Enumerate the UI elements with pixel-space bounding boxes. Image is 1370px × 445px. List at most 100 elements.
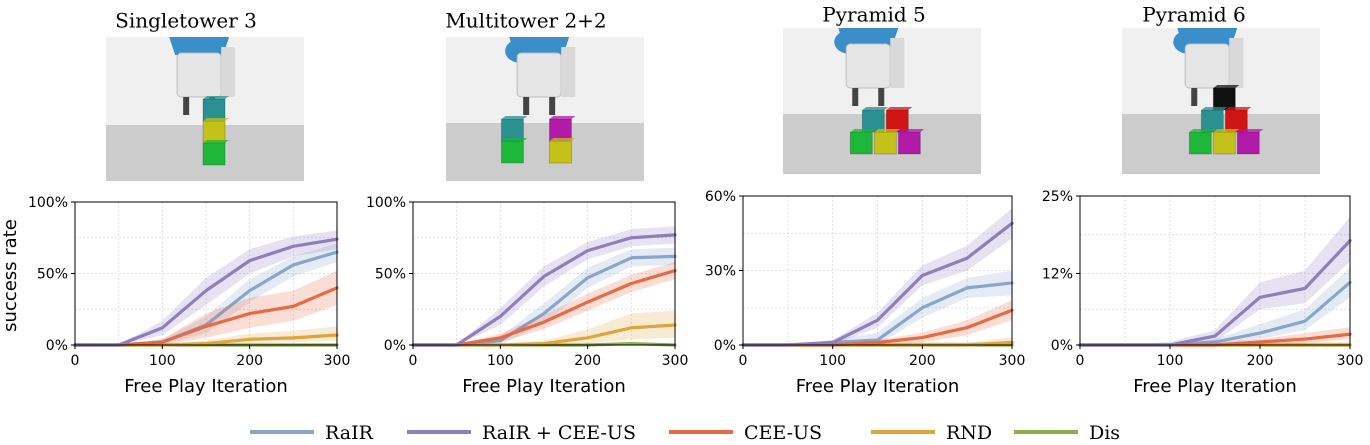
plot-frame	[1079, 195, 1351, 346]
block	[501, 116, 528, 142]
chart-title: Singletower 3	[115, 9, 257, 33]
block-face	[1212, 87, 1236, 111]
block	[849, 129, 877, 155]
block	[202, 140, 230, 166]
x-tick-label: 0	[409, 353, 418, 369]
block-face	[885, 109, 909, 133]
block-face	[1236, 131, 1260, 155]
robot-gripper	[834, 28, 905, 106]
block	[885, 107, 913, 133]
block	[861, 107, 889, 133]
band-rnd	[743, 337, 1012, 345]
block	[873, 129, 901, 155]
legend-label-dis: Dis	[1089, 422, 1120, 441]
chart-panel-4: Pyramid 6 0 100 200 300 0% 12% 25% Free Play Ite…	[1042, 3, 1363, 398]
y-tick-label: 25%	[1042, 189, 1073, 205]
y-tick-label: 12%	[1042, 266, 1073, 282]
legend-label-rair: RaIR	[325, 422, 374, 441]
scene-illustration	[446, 37, 644, 181]
block-face	[202, 142, 226, 166]
robot-finger-right	[878, 88, 885, 106]
block	[549, 116, 576, 142]
block-top	[203, 96, 230, 99]
block-face	[501, 118, 524, 142]
x-axis-label: Free Play Iteration	[124, 376, 288, 397]
y-tick-label: 100%	[366, 195, 406, 211]
y-tick-label: 30%	[705, 264, 736, 280]
x-tick-label: 0	[1076, 353, 1085, 369]
chart-title: Pyramid 6	[1142, 3, 1246, 27]
block-top	[549, 116, 576, 119]
block-top	[501, 116, 528, 119]
block	[1212, 129, 1240, 155]
block-face	[897, 131, 921, 155]
block-face	[849, 131, 873, 155]
band-rnd	[75, 326, 337, 345]
legend-label-rair-cee-us: RaIR + CEE-US	[482, 422, 636, 441]
x-tick-label: 100	[819, 353, 846, 369]
scene-table	[446, 123, 644, 181]
legend: RaIR RaIR + CEE-US CEE-US RND Dis	[250, 422, 1120, 444]
scene-illustration	[106, 37, 304, 181]
robot-side	[890, 38, 905, 88]
block	[549, 138, 576, 164]
block-top	[1189, 129, 1216, 132]
band-rair-cee-us	[1080, 216, 1350, 345]
band-rair-cee-us	[413, 226, 675, 345]
block-face	[202, 120, 226, 144]
block-face	[549, 118, 572, 142]
block-face	[1212, 131, 1236, 155]
robot-gripper	[505, 37, 576, 115]
x-axis-label: Free Play Iteration	[796, 376, 960, 397]
block	[202, 118, 230, 144]
y-tick-label: 100%	[28, 195, 68, 211]
robot-finger-left	[852, 88, 859, 106]
band-rnd	[413, 310, 675, 345]
block-top	[549, 138, 576, 141]
block-top	[1201, 107, 1228, 110]
block	[897, 129, 925, 155]
x-tick-label: 300	[662, 353, 689, 369]
x-tick-label: 0	[71, 353, 80, 369]
chart-panel-1: Singletower 3 0 100 200 300 0% 50% 100% Free Pla…	[0, 9, 350, 398]
x-tick-label: 100	[149, 353, 176, 369]
band-rair	[75, 243, 337, 345]
block-top	[850, 129, 877, 132]
block-top	[1237, 129, 1264, 132]
block-top	[886, 107, 913, 110]
x-tick-label: 300	[324, 353, 351, 369]
y-tick-label: 0%	[46, 338, 68, 354]
robot-side	[1229, 38, 1244, 88]
block-top	[1225, 107, 1252, 110]
y-tick-label: 0%	[384, 338, 406, 354]
x-tick-label: 200	[1247, 353, 1274, 369]
band-rair-cee-us	[743, 208, 1012, 345]
block-top	[203, 118, 230, 121]
band-rair	[413, 247, 675, 345]
block-face	[549, 140, 572, 164]
x-tick-label: 300	[1337, 353, 1364, 369]
block-top	[874, 129, 901, 132]
scene-illustration	[783, 28, 981, 174]
x-tick-label: 100	[487, 353, 514, 369]
y-tick-label: 50%	[37, 267, 68, 283]
band-rair	[743, 270, 1012, 345]
block-top	[1213, 85, 1240, 88]
robot-body	[1184, 43, 1230, 89]
block	[1224, 107, 1252, 133]
x-tick-label: 200	[909, 353, 936, 369]
y-tick-label: 50%	[375, 267, 406, 283]
block	[1200, 107, 1228, 133]
robot-finger-right	[549, 97, 556, 115]
scene-illustration	[1122, 28, 1320, 174]
band-rair-cee-us	[75, 230, 337, 345]
x-tick-label: 100	[1157, 353, 1184, 369]
block-top	[898, 129, 925, 132]
robot-body	[176, 52, 222, 98]
block-face	[1200, 109, 1224, 133]
block	[1236, 129, 1264, 155]
y-axis-label: success rate	[0, 219, 21, 332]
robot-finger-left	[1191, 88, 1198, 106]
chart-title: Pyramid 5	[822, 3, 926, 27]
